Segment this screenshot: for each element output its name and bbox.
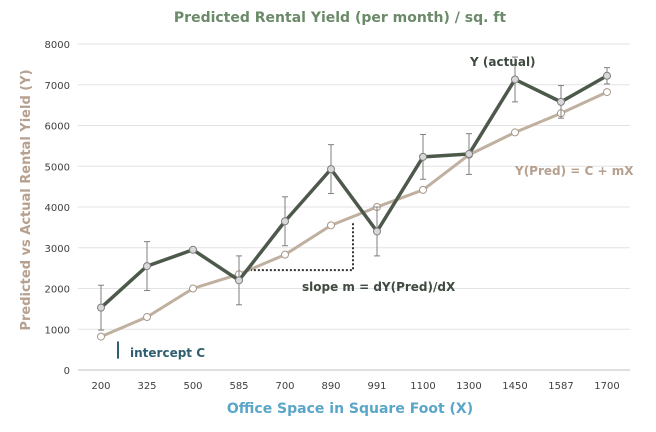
x-tick-label: 1700: [594, 381, 619, 392]
y-tick-label: 5000: [45, 162, 70, 173]
predicted-point: [327, 221, 335, 230]
actual-point: [281, 217, 289, 226]
x-axis-ticks: 200 325 500 585 700 890 991 1100 1300 1450 1587 170…: [91, 381, 619, 392]
x-tick-label: 1300: [456, 381, 481, 392]
x-tick-label: 500: [183, 381, 202, 392]
annotation-actual: Y (actual): [469, 55, 536, 69]
predicted-line: [100, 90, 608, 338]
y-tick-label: 7000: [45, 81, 70, 92]
x-axis-label: Office Space in Square Foot (X): [227, 401, 473, 417]
y-tick-label: 4000: [45, 203, 70, 214]
actual-point: [511, 75, 519, 84]
x-tick-label: 1100: [410, 381, 435, 392]
y-tick-label: 0: [64, 366, 70, 377]
chart-title: Predicted Rental Yield (per month) / sq.…: [174, 10, 506, 26]
x-tick-label: 325: [137, 381, 156, 392]
y-tick-label: 8000: [45, 40, 70, 51]
x-tick-label: 700: [275, 381, 294, 392]
y-tick-label: 6000: [45, 122, 70, 133]
actual-point: [465, 150, 473, 159]
x-tick-label: 200: [91, 381, 110, 392]
predicted-point: [511, 128, 519, 137]
predicted-point: [189, 284, 197, 293]
actual-point: [373, 227, 381, 236]
y-axis-ticks: 0 1000 2000 3000 4000 5000 6000 7000 8000: [45, 40, 70, 377]
x-tick-label: 1587: [548, 381, 573, 392]
actual-series: [97, 56, 611, 331]
predicted-point: [143, 313, 151, 322]
actual-point: [419, 152, 427, 161]
actual-line: [99, 74, 608, 309]
predicted-series: [97, 88, 611, 341]
predicted-point: [419, 185, 427, 194]
y-tick-label: 1000: [45, 325, 70, 336]
actual-point: [327, 165, 335, 174]
annotation-intercept: intercept C: [130, 346, 205, 360]
y-tick-label: 2000: [45, 285, 70, 296]
y-axis-label: Predicted vs Actual Rental Yield (Y): [19, 69, 34, 330]
y-tick-label: 3000: [45, 244, 70, 255]
actual-point: [235, 276, 243, 285]
actual-point: [603, 71, 611, 80]
x-tick-label: 1450: [502, 381, 527, 392]
predicted-point: [97, 332, 105, 341]
actual-point: [143, 262, 151, 271]
actual-point: [97, 303, 105, 312]
x-tick-label: 890: [321, 381, 340, 392]
annotation-slope: slope m = dY(Pred)/dX: [302, 280, 456, 294]
actual-point: [557, 97, 565, 106]
predicted-point: [603, 88, 611, 97]
x-tick-label: 585: [229, 381, 248, 392]
annotation-predicted: Y(Pred) = C + mX: [514, 164, 634, 178]
predicted-point: [281, 250, 289, 259]
x-tick-label: 991: [367, 381, 386, 392]
actual-point: [189, 245, 197, 254]
